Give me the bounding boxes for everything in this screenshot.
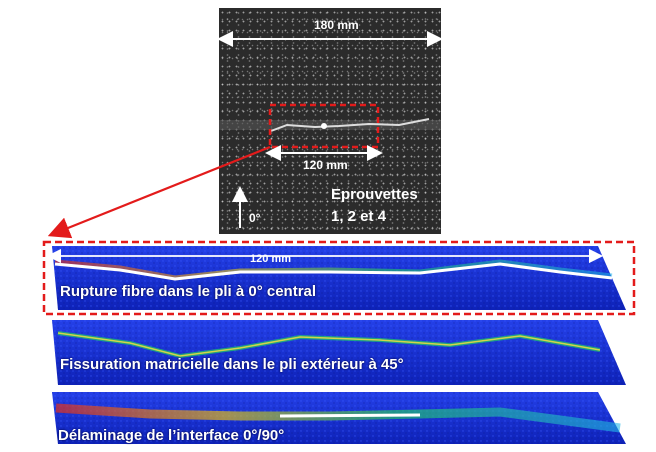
specimen-photo: 180 mm 120 mm Eprouvettes 1, 2 et 4 0° xyxy=(219,8,441,234)
specimen-title: Eprouvettes xyxy=(331,186,418,203)
scan-panel-1-highlight-box xyxy=(42,240,636,316)
zoom-connector-arrow xyxy=(47,145,271,239)
specimen-ids: 1, 2 et 4 xyxy=(331,208,387,225)
scan-panel-3 xyxy=(52,392,626,444)
photo-width-label: 180 mm xyxy=(314,18,359,32)
scan-panel-3-caption: Délaminage de l’interface 0°/90° xyxy=(58,427,285,444)
scan-panel-1-fiber-rupture xyxy=(54,262,613,281)
orientation-label: 0° xyxy=(249,211,261,225)
scan-panel-1 xyxy=(42,240,636,316)
photo-overlay xyxy=(219,31,441,228)
specimen-band xyxy=(219,120,441,130)
scan-width-label: 120 mm xyxy=(250,253,291,265)
scan-panel-2-caption: Fissuration matricielle dans le pli exté… xyxy=(60,356,404,373)
zoom-width-label: 120 mm xyxy=(303,158,348,172)
scan-panel-1-caption: Rupture fibre dans le pli à 0° central xyxy=(60,283,317,300)
scan-panel-2 xyxy=(52,320,626,385)
scan-panel-3-split xyxy=(279,413,421,418)
notch-hole xyxy=(321,123,327,129)
crack-line xyxy=(270,118,430,132)
scan-panel-1-damage xyxy=(54,259,613,281)
